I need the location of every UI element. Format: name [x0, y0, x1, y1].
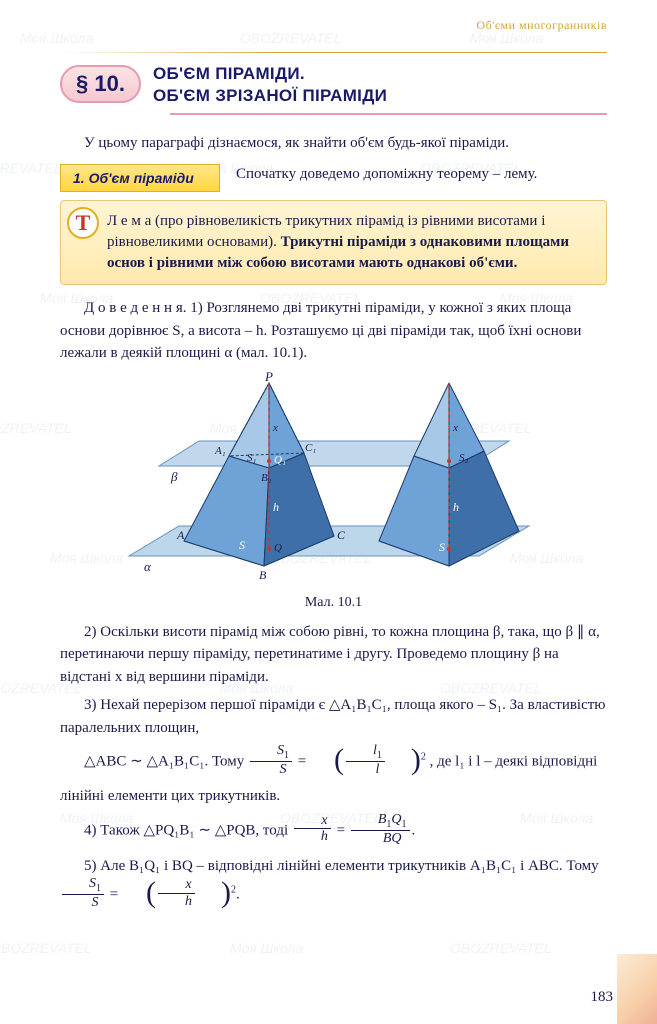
proof-3b-row: △ABC ∼ △A₁B₁C₁. Тому S1S = (l1l)2 , де l… [60, 745, 607, 779]
section-header: § 10. ОБ'ЄМ ПІРАМІДИ. ОБ'ЄМ ЗРІЗАНОЇ ПІР… [60, 63, 607, 107]
lparen: ( [310, 748, 344, 772]
proof-3a: 3) Нехай перерізом першої піраміди є △A₁… [60, 694, 607, 739]
svg-text:S: S [239, 538, 245, 552]
svg-text:S: S [439, 540, 445, 554]
svg-text:C₁: C₁ [305, 442, 316, 454]
section-title: ОБ'ЄМ ПІРАМІДИ. ОБ'ЄМ ЗРІЗАНОЇ ПІРАМІДИ [153, 63, 387, 107]
proof-5a: 5) Але B₁Q₁ і BQ – відповідні лінійні ел… [84, 858, 599, 874]
frac-B1Q1-BQ: B1Q1BQ [351, 812, 410, 846]
page-number: 183 [591, 989, 614, 1006]
frac-l1-l: l1l [346, 743, 385, 777]
proof-1: Д о в е д е н н я. 1) Розглянемо дві три… [60, 297, 607, 365]
frac-S1-S-2: S1S [62, 876, 104, 910]
svg-text:x: x [272, 422, 278, 434]
proof-2: 2) Оскільки висоти пірамід між собою рів… [60, 621, 607, 689]
proof-5-row: 5) Але B₁Q₁ і BQ – відповідні лінійні ел… [60, 854, 607, 912]
svg-text:B: B [259, 568, 267, 582]
lparen-2: ( [122, 881, 156, 905]
chapter-line [60, 52, 607, 53]
svg-text:A₁: A₁ [214, 445, 226, 457]
section-title-line2: ОБ'ЄМ ЗРІЗАНОЇ ПІРАМІДИ [153, 85, 387, 107]
svg-text:h: h [273, 500, 279, 514]
svg-text:B₁: B₁ [261, 472, 272, 484]
lema-icon: Т [67, 207, 99, 239]
svg-text:P: P [264, 371, 273, 384]
proof-4a: 4) Також △PQ₁B₁ ∼ △PQB, тоді [84, 822, 292, 838]
frac-S1-S: S1S [250, 743, 292, 777]
intro-text: У цьому параграфі дізнаємося, як знайти … [60, 133, 607, 154]
svg-text:α: α [144, 559, 152, 574]
rparen: ) [387, 748, 421, 772]
subsection-intro: Спочатку доведемо допоміжну теорему – ле… [236, 164, 607, 185]
svg-text:β: β [170, 469, 178, 484]
subsection-row: 1. Об'єм піраміди Спочатку доведемо допо… [60, 164, 607, 192]
proof-3d: лінійні елементи цих трикутників. [60, 785, 607, 808]
svg-text:h: h [453, 500, 459, 514]
svg-text:Q₁: Q₁ [274, 454, 286, 466]
proof-4-row: 4) Також △PQ₁B₁ ∼ △PQB, тоді xh = B1Q1BQ… [60, 814, 607, 848]
rparen-2: ) [197, 881, 231, 905]
frac-x-h: xh [294, 813, 331, 845]
lema-box: Т Л е м а (про рівновеликість трикутних … [60, 200, 607, 285]
svg-text:C: C [337, 528, 346, 542]
section-title-line1: ОБ'ЄМ ПІРАМІДИ. [153, 63, 387, 85]
section-badge: § 10. [60, 65, 141, 103]
svg-text:x: x [452, 422, 458, 434]
figure-10-1: α β P A B C A₁ B₁ [60, 371, 607, 591]
subsection-badge: 1. Об'єм піраміди [60, 164, 220, 192]
svg-text:S₂: S₂ [459, 452, 469, 464]
corner-decoration [617, 954, 657, 1024]
svg-text:A: A [176, 528, 185, 542]
proof-3c: , де l₁ і l – деякі відповідні [430, 754, 598, 770]
frac-x-h-2: xh [158, 877, 195, 909]
proof-3b: △ABC ∼ △A₁B₁C₁. Тому [84, 754, 248, 770]
chapter-tag: Об'єми многогранників [476, 18, 607, 33]
svg-text:Q: Q [274, 542, 282, 554]
figure-caption: Мал. 10.1 [60, 595, 607, 611]
svg-text:S₁: S₁ [247, 452, 257, 464]
title-underline [170, 113, 607, 115]
